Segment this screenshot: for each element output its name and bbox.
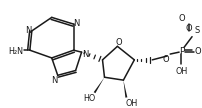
Text: OH: OH [125, 99, 138, 108]
Text: O: O [115, 38, 122, 47]
Text: OH: OH [176, 67, 188, 76]
Text: N: N [74, 19, 80, 28]
Text: S: S [194, 26, 200, 35]
Text: N: N [52, 76, 58, 85]
Text: P: P [179, 47, 185, 56]
Polygon shape [123, 80, 127, 98]
Text: O: O [186, 25, 192, 33]
Text: O: O [179, 14, 185, 23]
Polygon shape [94, 77, 104, 93]
Text: HO: HO [83, 94, 96, 103]
Text: O: O [195, 47, 201, 56]
Text: H₂N: H₂N [8, 47, 23, 56]
Text: O: O [163, 55, 169, 64]
Text: N: N [82, 50, 89, 59]
Text: N: N [25, 26, 31, 35]
